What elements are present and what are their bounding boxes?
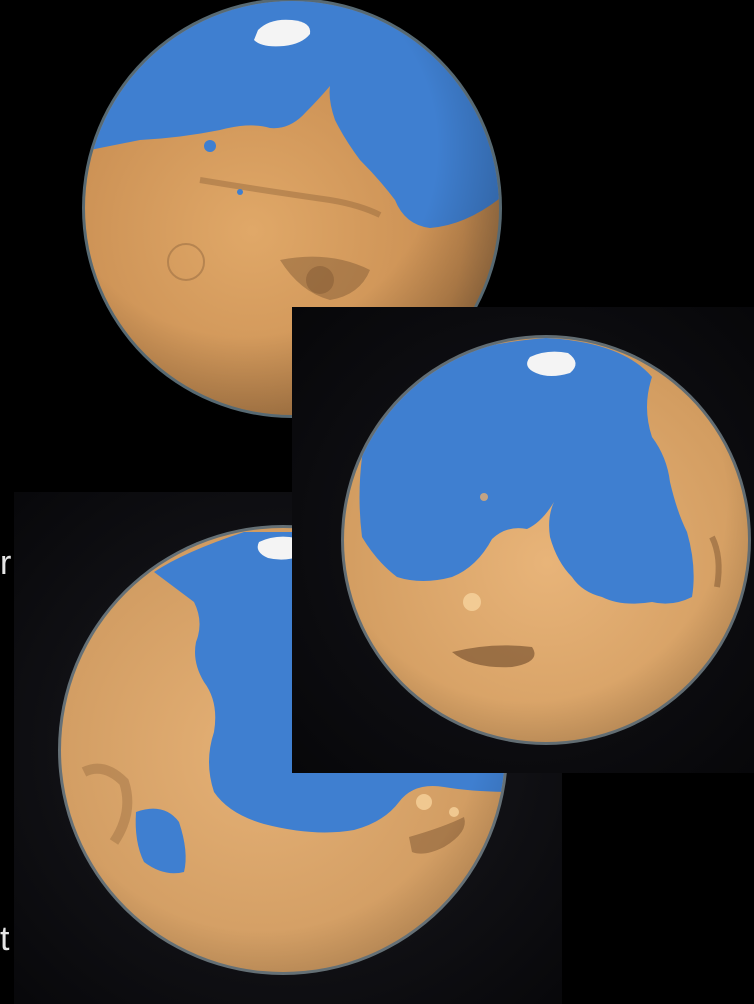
mars-ocean-globe-right-image	[292, 307, 754, 773]
clipped-text-fragment: r	[0, 544, 12, 582]
clipped-text-fragment: t	[0, 920, 10, 958]
